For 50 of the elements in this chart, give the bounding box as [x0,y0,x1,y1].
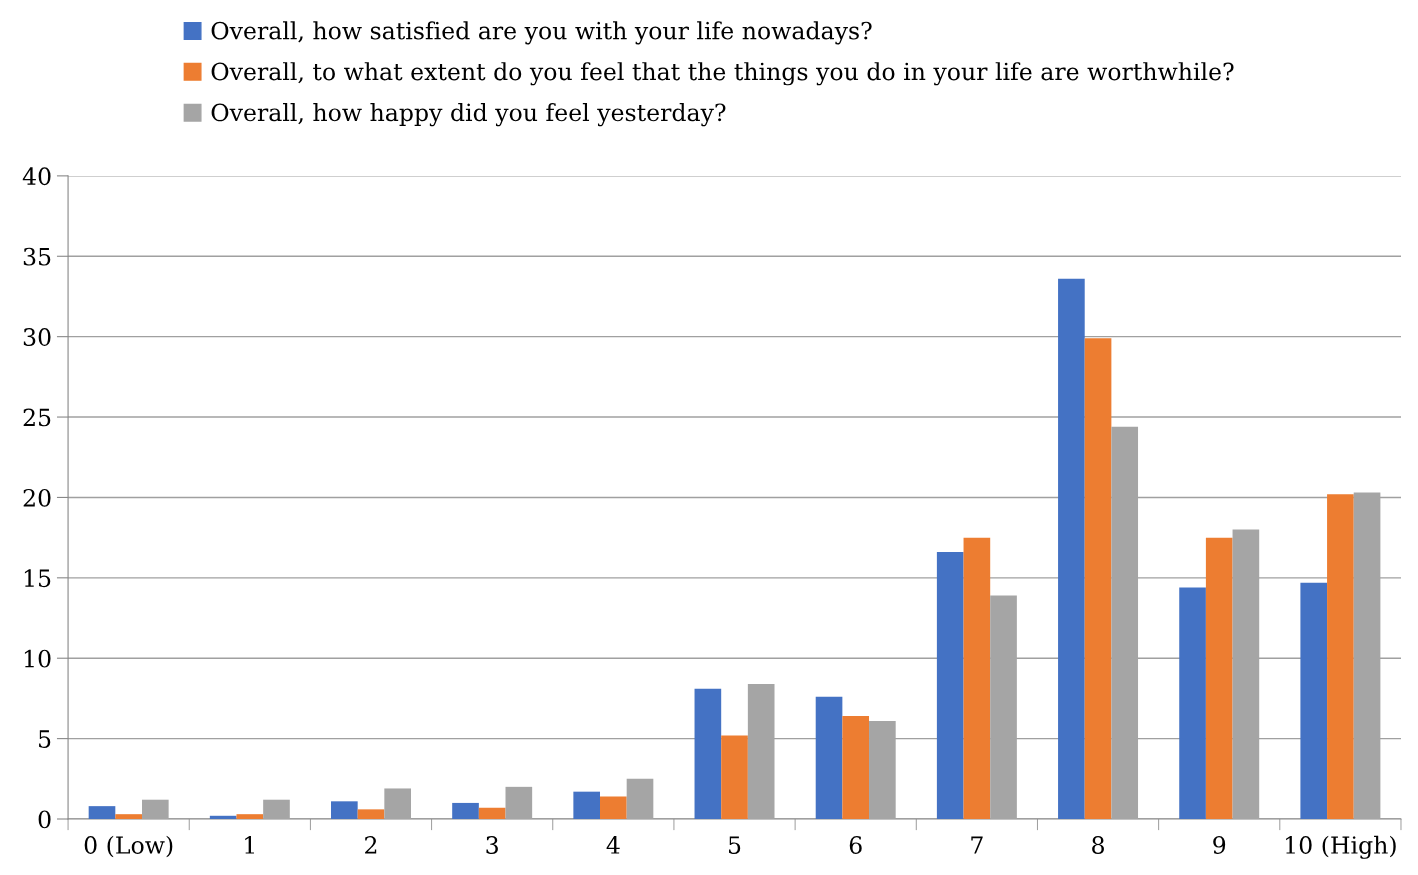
bar [694,688,722,819]
x-tick-label: 3 [486,836,498,854]
bar [1300,582,1328,819]
bar [721,735,748,819]
y-tick-label: 40 [22,167,51,186]
bar [452,802,479,819]
bar [1179,587,1206,819]
x-tick-label: 6 [849,836,862,854]
y-tick-label: 5 [39,730,51,748]
bar [357,809,385,819]
bar [842,716,870,819]
x-tick-label: 1 [245,836,254,854]
x-tick-label: 10 (High) [1286,835,1396,859]
y-tick-label: 35 [23,247,51,266]
bar [1058,278,1085,819]
y-tick-label: 0 [38,810,51,829]
y-tick-label: 25 [23,408,51,427]
bar [1327,494,1354,819]
bar [505,786,533,819]
y-tick-label: 10 [24,649,51,668]
bar [236,814,264,819]
bar [384,788,411,819]
bar [1084,338,1112,819]
legend-label: Overall, to what extent do you feel that the things you do in your life are worthwhile? [211,62,1234,86]
bar [478,807,506,819]
bar [815,696,843,819]
bar [963,537,991,819]
bar [936,552,964,819]
bar [573,791,601,819]
x-tick-label: 4 [606,836,620,854]
bar [115,814,142,819]
bar [331,801,358,819]
bar [600,796,627,819]
x-tick-label: 5 [729,836,741,854]
x-tick-label: 8 [1092,836,1104,854]
y-tick-label: 20 [23,488,51,507]
x-tick-label: 7 [971,836,983,854]
bar [626,778,654,819]
x-tick-label: 2 [365,836,377,854]
y-tick-label: 15 [24,569,51,588]
bar [88,806,116,819]
bar [209,815,237,819]
bar [141,799,169,819]
legend-label: Overall, how happy did you feel yesterday? [211,103,726,127]
x-tick-label: 9 [1213,836,1226,854]
x-tick-label: 0 (Low) [84,835,173,858]
legend-label: Overall, how satisfied are you with your life nowadays? [211,21,872,45]
bar [263,799,290,819]
bar [1205,537,1233,819]
y-tick-label: 30 [23,328,51,346]
